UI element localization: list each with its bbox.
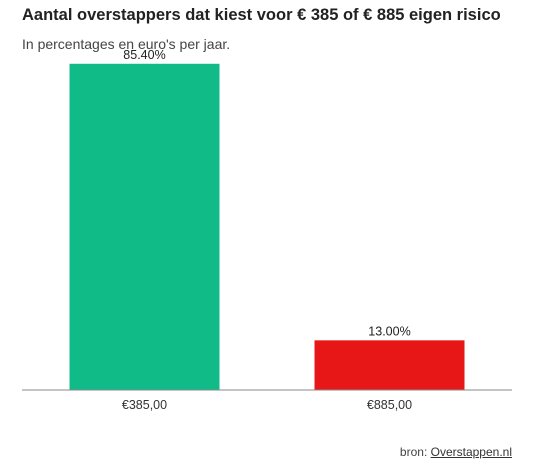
bar-chart: 85.40% €385,00 13.00% €885,00 xyxy=(22,48,512,412)
category-label-2: €885,00 xyxy=(367,398,412,412)
source-link[interactable]: Overstappen.nl xyxy=(430,445,512,459)
chart-subtitle: In percentages en euro's per jaar. xyxy=(22,36,231,52)
value-label-1: 85.40% xyxy=(123,48,165,62)
source-prefix: bron: xyxy=(399,445,431,459)
value-label-2: 13.00% xyxy=(368,324,410,338)
labels-group: 85.40% €385,00 13.00% €885,00 xyxy=(122,48,412,412)
source-note: bron: Overstappen.nl xyxy=(400,445,512,459)
category-label-1: €385,00 xyxy=(122,398,167,412)
chart-title: Aantal overstappers dat kiest voor € 385… xyxy=(22,6,501,24)
bars-group xyxy=(69,63,465,390)
bar-1 xyxy=(69,63,220,390)
bar-2 xyxy=(314,340,465,390)
